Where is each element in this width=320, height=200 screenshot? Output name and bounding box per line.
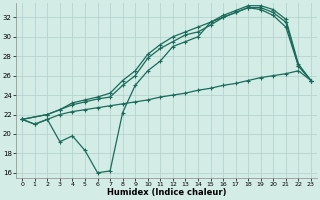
X-axis label: Humidex (Indice chaleur): Humidex (Indice chaleur) [107, 188, 226, 197]
